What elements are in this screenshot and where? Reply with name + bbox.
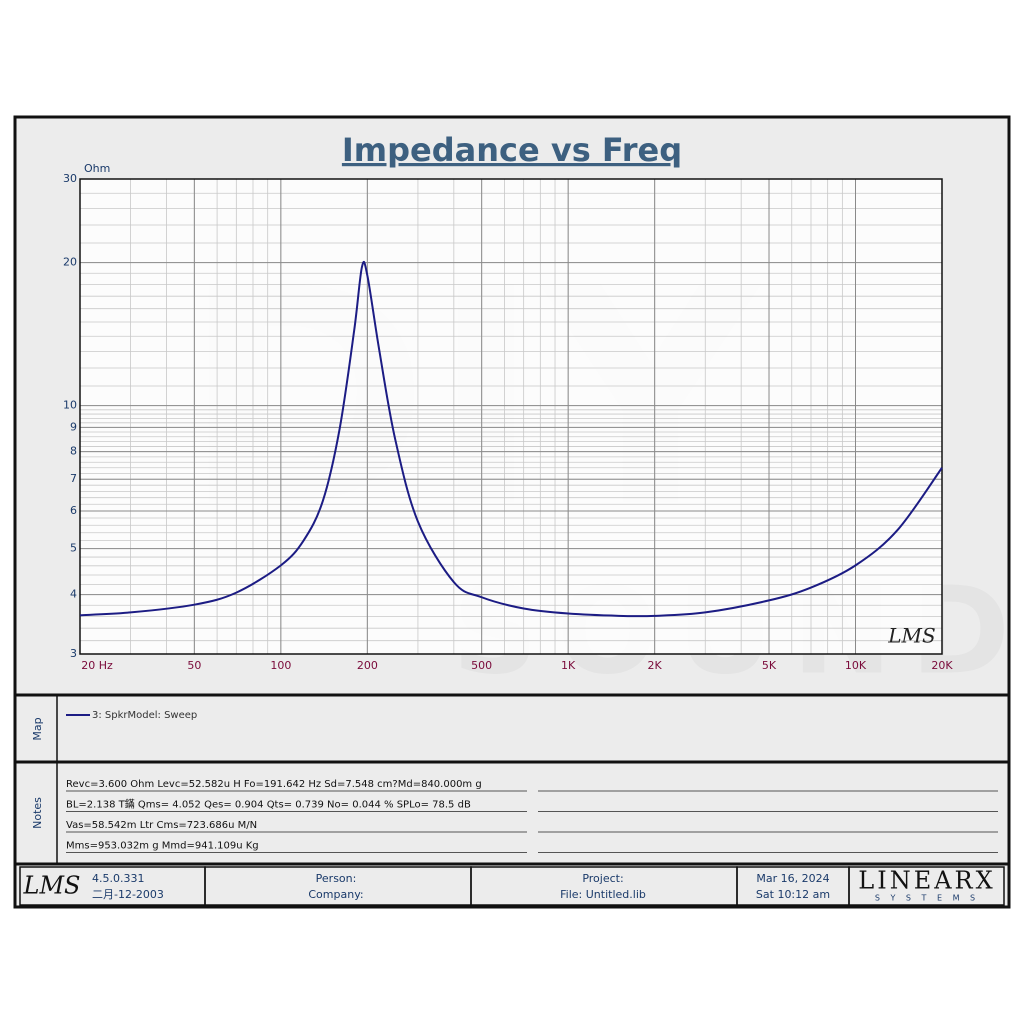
brand-sub: S Y S T E M S (875, 894, 979, 903)
version: 4.5.0.331 (92, 872, 144, 885)
notes-label: Notes (31, 797, 44, 829)
legend: 3: SpkrModel: Sweep (66, 710, 197, 721)
company: Company: (308, 888, 363, 901)
x-tick-label: 1K (561, 659, 576, 672)
y-tick-label: 9 (70, 420, 77, 433)
impedance-curve (79, 260, 943, 618)
date: Mar 16, 2024 (756, 872, 829, 885)
x-tick-label: 500 (471, 659, 492, 672)
time: Sat 10:12 am (756, 888, 830, 901)
x-tick-label: 2K (648, 659, 663, 672)
x-tick-label: 200 (357, 659, 378, 672)
y-tick-label: 3 (70, 647, 77, 660)
y-tick-label: 4 (70, 588, 77, 601)
build-date: 二月-12-2003 (92, 888, 164, 901)
notes: Revc=3.600 Ohm Levc=52.582u H Fo=191.642… (66, 779, 998, 853)
footer-cell (848, 866, 1005, 906)
brand: LINEARX (858, 867, 995, 895)
footer (19, 866, 1005, 906)
person: Person: (316, 872, 357, 885)
footer-logo: LMS (23, 872, 81, 900)
x-tick-label: 5K (762, 659, 777, 672)
y-tick-label: 30 (63, 172, 77, 185)
x-tick-label: 20 Hz (81, 659, 113, 672)
x-tick-label: 20K (931, 659, 953, 672)
map-label: Map (31, 717, 44, 740)
plot-area (80, 179, 942, 654)
legend-label: 3: SpkrModel: Sweep (92, 710, 197, 721)
note-line: Vas=58.542m Ltr Cms=723.686u M/N (66, 820, 257, 831)
y-axis-label: Ohm (84, 162, 110, 175)
project: Project: (582, 872, 623, 885)
chart-title: Impedance vs Freq (342, 131, 682, 169)
y-tick-label: 7 (70, 472, 77, 485)
y-tick-label: 6 (70, 504, 77, 517)
plot-border (79, 178, 943, 655)
note-line: Revc=3.600 Ohm Levc=52.582u H Fo=191.642… (66, 779, 482, 790)
grid (79, 178, 943, 655)
note-line: BL=2.138 T鏋 Qms= 4.052 Qes= 0.904 Qts= 0… (66, 798, 471, 811)
file: File: Untitled.lib (560, 888, 646, 901)
note-line: Mms=953.032m g Mmd=941.109u Kg (66, 841, 259, 852)
y-tick-label: 10 (63, 399, 77, 412)
y-tick-label: 20 (63, 256, 77, 269)
y-tick-label: 5 (70, 542, 77, 555)
y-tick-label: 8 (70, 445, 77, 458)
x-tick-label: 50 (187, 659, 201, 672)
x-tick-label: 10K (845, 659, 867, 672)
x-tick-label: 100 (270, 659, 291, 672)
plot-logo: LMS (887, 624, 935, 648)
